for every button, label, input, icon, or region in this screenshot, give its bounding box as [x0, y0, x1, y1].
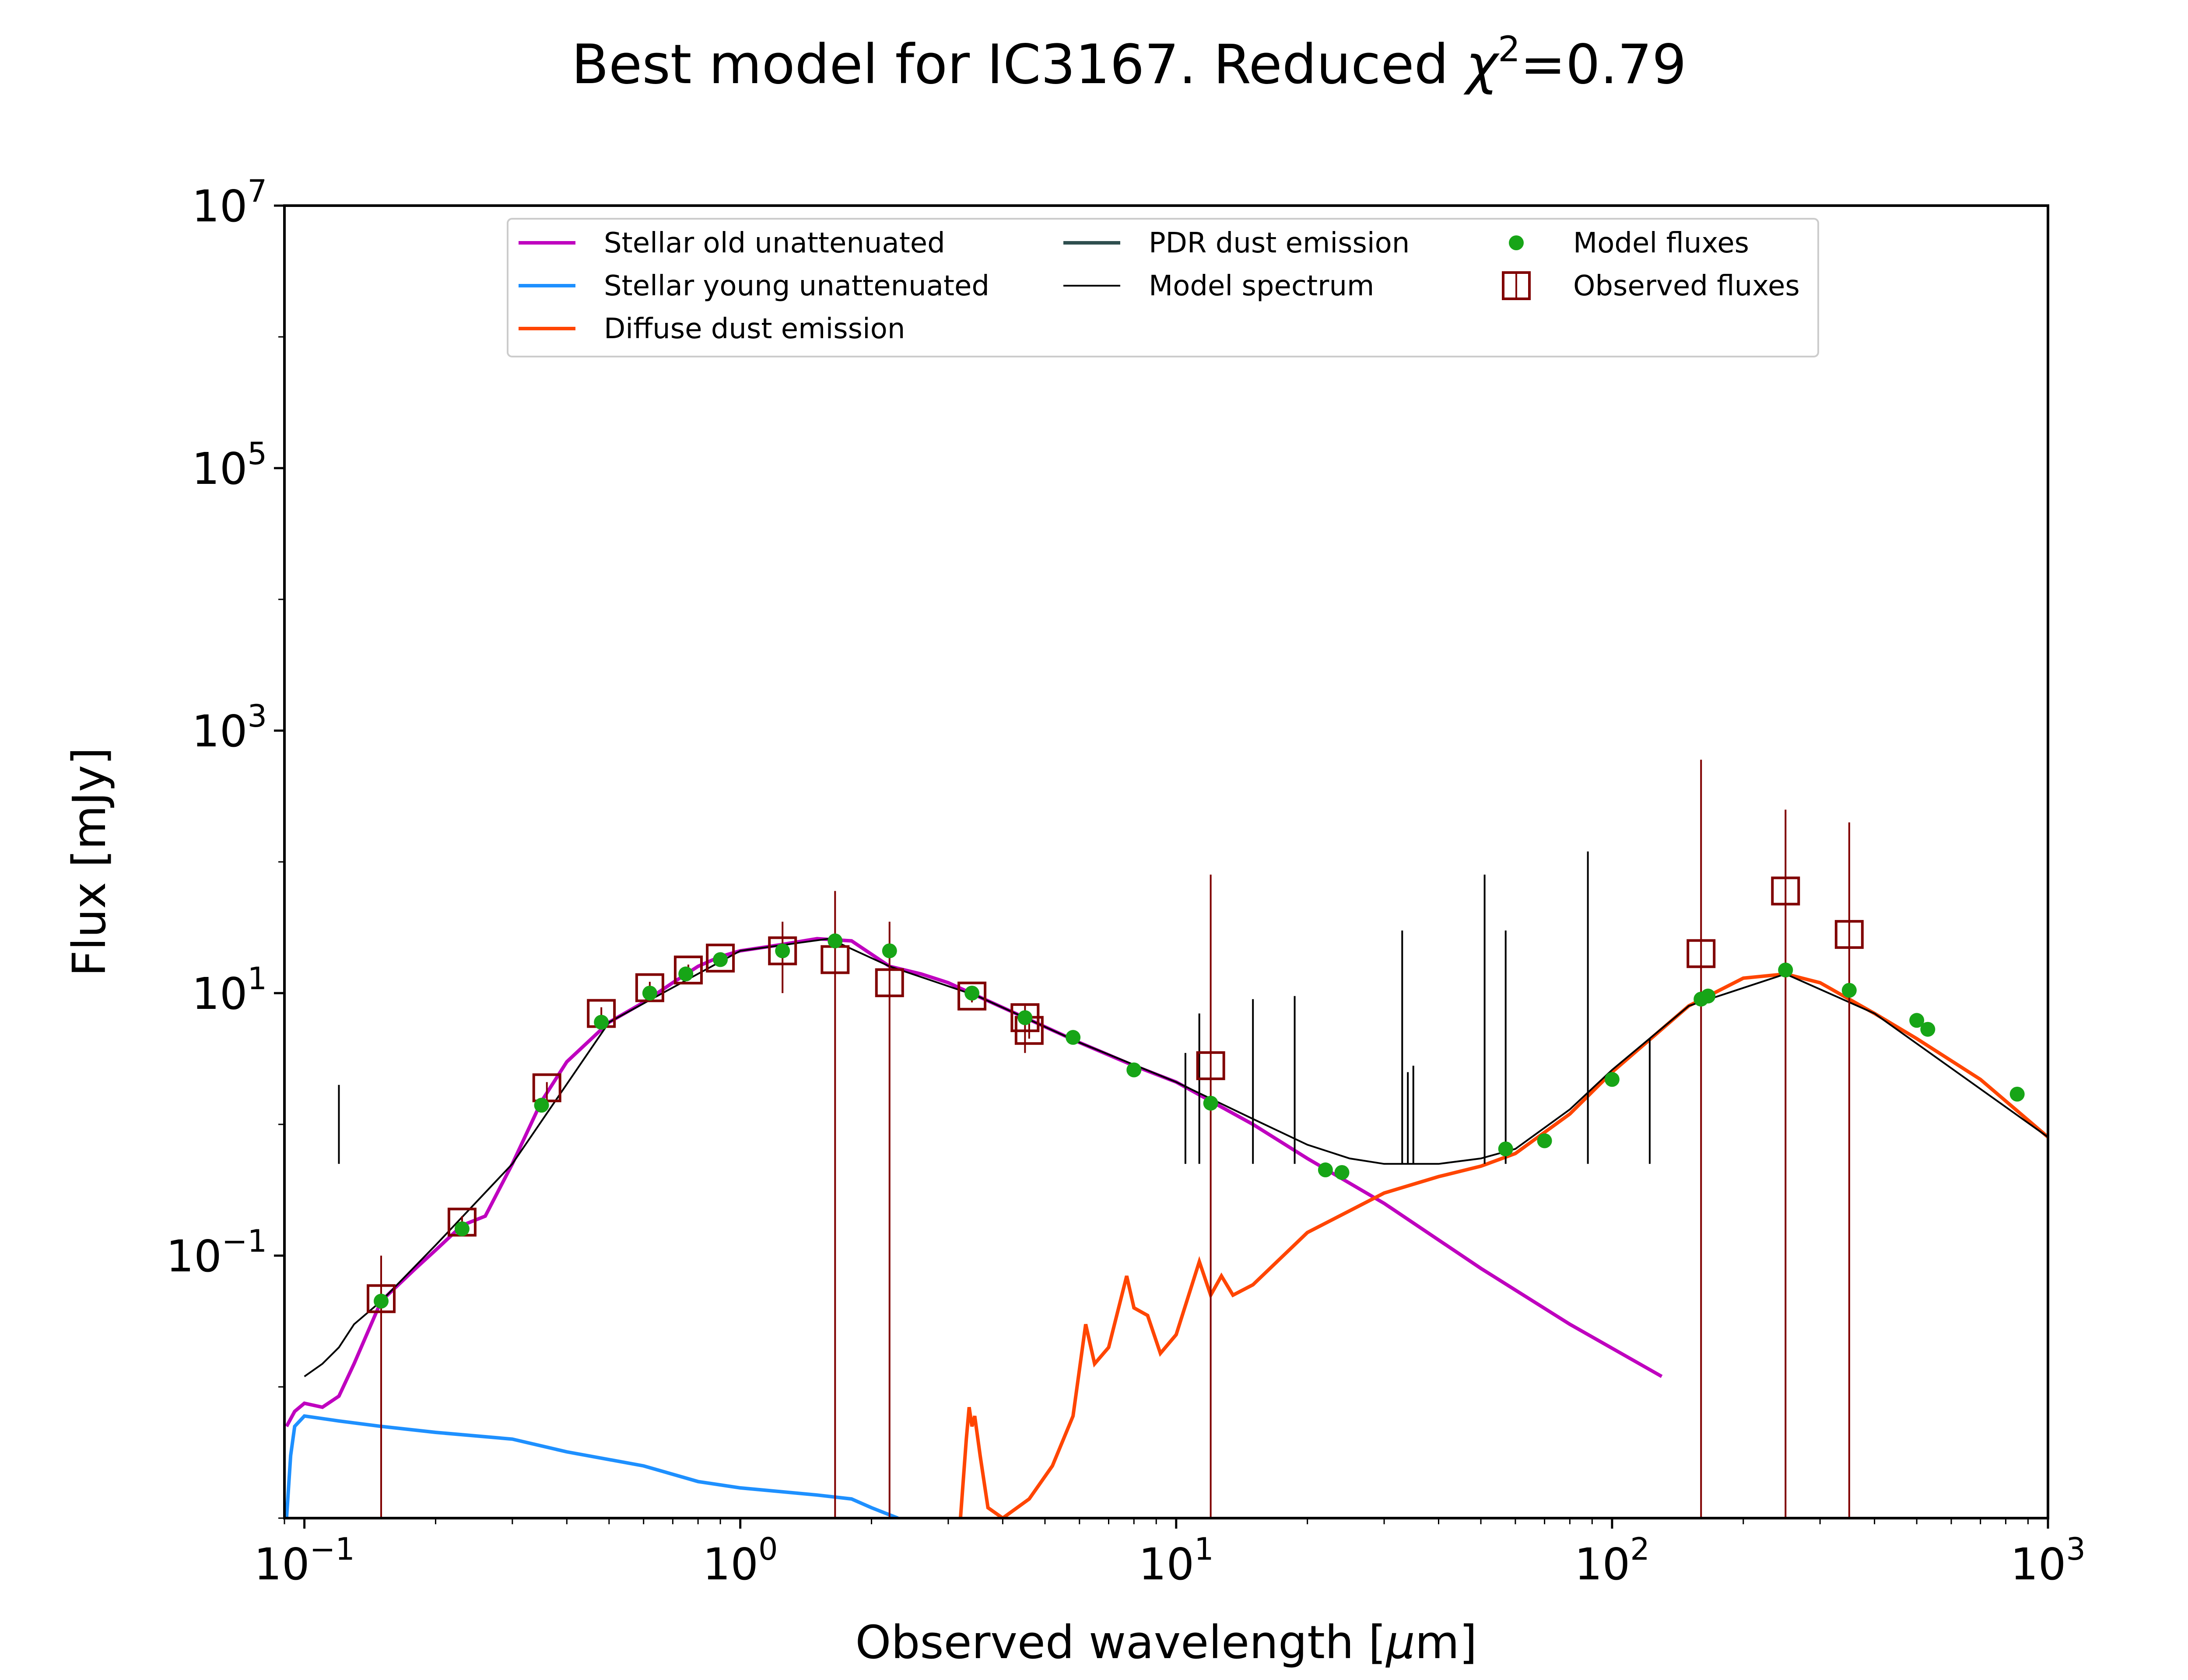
y-axis-ticks: 10−1 101 103 105 107 — [166, 173, 284, 1519]
model-flux-point — [1778, 962, 1793, 978]
model-flux-point — [1066, 1030, 1081, 1045]
model-flux-point — [1909, 1013, 1925, 1028]
legend: Stellar old unattenuated Stellar young un… — [507, 218, 1819, 357]
model-flux-point — [1604, 1072, 1620, 1087]
legend-swatch — [1509, 235, 1524, 250]
model-flux-point — [454, 1221, 470, 1236]
model-flux-point — [1920, 1022, 1936, 1037]
plot-area — [284, 760, 2048, 1518]
model-flux-point — [373, 1294, 389, 1309]
x-tick-label: 10−1 — [254, 1531, 354, 1590]
x-tick-label: 100 — [703, 1531, 778, 1590]
observed-flux-marker — [1687, 939, 1716, 968]
model-flux-point — [678, 966, 694, 982]
model-flux-point — [1537, 1133, 1552, 1148]
legend-label: Stellar young unattenuated — [604, 270, 989, 302]
y-tick-label: 105 — [192, 436, 267, 494]
observed-flux-marker — [635, 973, 664, 1002]
legend-label: Model spectrum — [1149, 270, 1374, 302]
model-flux-point — [775, 943, 790, 959]
observed-flux-marker — [706, 943, 735, 973]
chart-title: Best model for IC3167. Reduced χ2=0.79 — [572, 29, 1687, 96]
x-axis-ticks: 10−1 100 101 102 103 — [254, 1518, 2086, 1590]
legend-box — [507, 218, 1819, 357]
observed-flux-marker — [768, 936, 797, 966]
legend-label: PDR dust emission — [1149, 227, 1410, 259]
series-line-diffuse-dust-emission — [958, 972, 2048, 1518]
model-flux-point — [594, 1015, 609, 1030]
legend-label: Model fluxes — [1573, 227, 1749, 259]
model-flux-point — [1334, 1165, 1350, 1180]
model-flux-point — [828, 933, 843, 948]
model-flux-point — [1841, 983, 1857, 998]
model-flux-point — [1701, 988, 1716, 1004]
x-tick-label: 103 — [2010, 1531, 2086, 1590]
legend-label: Observed fluxes — [1573, 270, 1800, 302]
series-line-model-spectrum — [304, 938, 2048, 1377]
y-tick-label: 103 — [192, 698, 267, 757]
model-flux-point — [882, 943, 897, 959]
observed-flux-marker — [1196, 1051, 1225, 1080]
model-flux-point — [2009, 1086, 2025, 1102]
observed-flux-marker — [957, 981, 987, 1011]
y-tick-label: 10−1 — [166, 1223, 267, 1282]
observed-flux-marker — [366, 1284, 396, 1313]
series-line-stellar-old-unattenuated — [285, 937, 1663, 1428]
model-flux-point — [713, 952, 728, 967]
model-flux-point — [642, 986, 657, 1001]
legend-label: Diffuse dust emission — [604, 313, 905, 345]
legend-label: Stellar old unattenuated — [604, 227, 945, 259]
model-flux-point — [1498, 1141, 1513, 1157]
x-tick-label: 101 — [1139, 1531, 1214, 1590]
model-flux-point — [1203, 1096, 1218, 1111]
observed-flux-marker — [875, 968, 904, 998]
series-line-stellar-young-unattenuated — [284, 1414, 899, 1518]
model-flux-point — [1126, 1062, 1142, 1078]
observed-flux-marker — [673, 956, 703, 985]
observed-flux-marker — [1771, 876, 1800, 906]
y-tick-label: 107 — [192, 173, 267, 232]
x-tick-label: 102 — [1574, 1531, 1650, 1590]
axes-frame — [283, 204, 2049, 1519]
model-flux-point — [964, 986, 980, 1001]
model-flux-point — [534, 1098, 549, 1113]
y-axis-label: Flux [mJy] — [63, 747, 116, 976]
model-flux-point — [1318, 1162, 1333, 1178]
y-tick-label: 101 — [192, 961, 267, 1019]
model-flux-point — [1017, 1010, 1033, 1026]
x-axis-label: Observed wavelength [μm] — [856, 1616, 1477, 1669]
observed-flux-marker — [1834, 920, 1864, 949]
